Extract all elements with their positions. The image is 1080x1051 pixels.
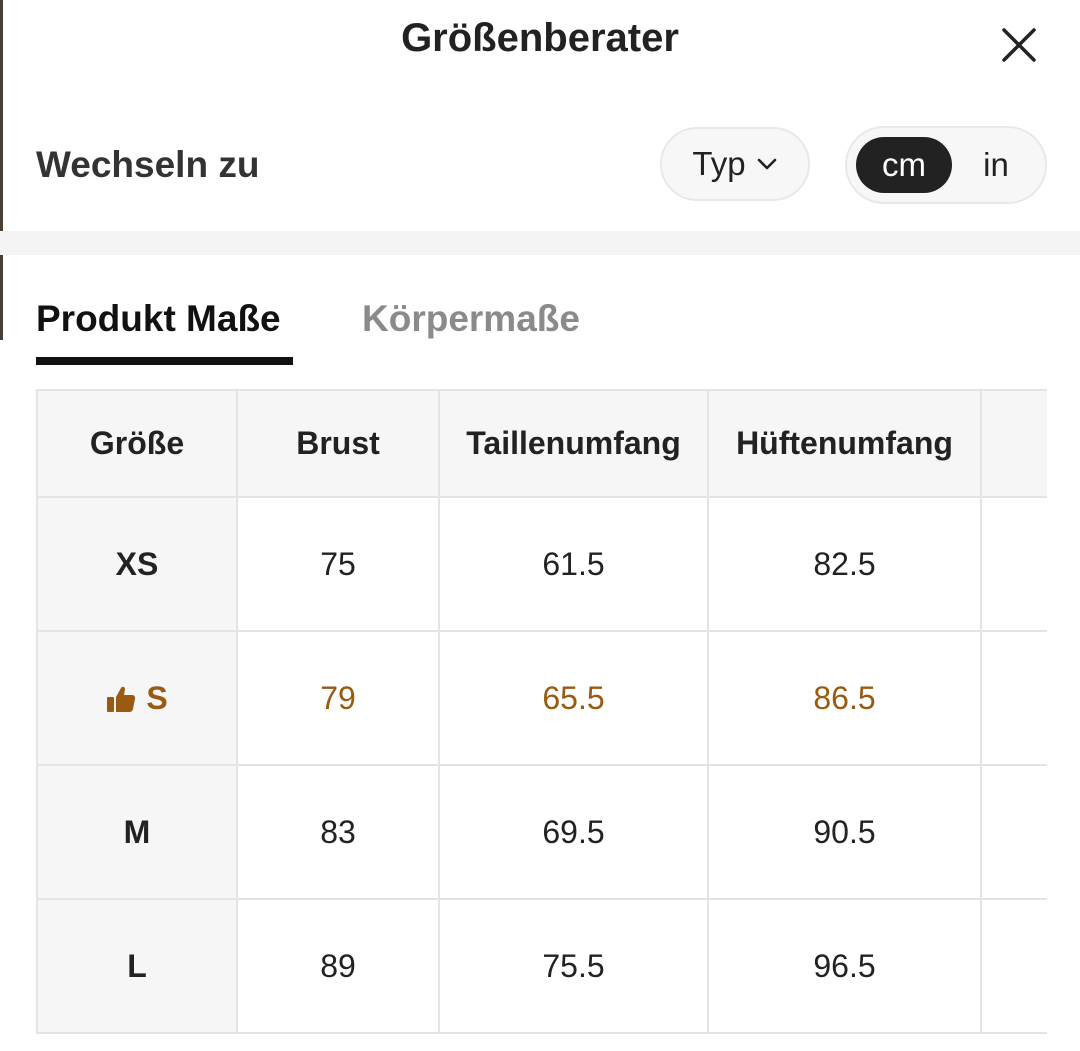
header-taillenumfang: Taillenumfang	[438, 389, 709, 498]
section-divider	[0, 231, 1080, 255]
table-cell: 99	[980, 764, 1047, 900]
dialog-header: Größenberater	[0, 0, 1080, 88]
table-cell: 89	[236, 898, 440, 1034]
table-cell: 86.5	[707, 630, 982, 766]
unit-switch-row: Wechseln zu Typ cm in	[0, 110, 1080, 220]
table-cell: 98	[980, 630, 1047, 766]
size-cell: M	[36, 764, 238, 900]
unit-in-button[interactable]: in	[983, 146, 1009, 183]
table-cell: 69.5	[438, 764, 709, 900]
size-cell-recommended: S	[36, 630, 238, 766]
table-row-recommended: S 79 65.5 86.5 98	[36, 630, 1047, 766]
header-truncated: L	[980, 389, 1047, 498]
size-cell: L	[36, 898, 238, 1034]
unit-toggle: cm in	[845, 126, 1047, 204]
table-cell: 61.5	[438, 496, 709, 632]
size-table: Größe Brust Taillenumfang Hüftenumfang L…	[36, 389, 1047, 1034]
size-table-container[interactable]: Größe Brust Taillenumfang Hüftenumfang L…	[36, 389, 1047, 1037]
table-cell: 100	[980, 898, 1047, 1034]
table-row: L 89 75.5 96.5 100	[36, 898, 1047, 1034]
tab-produkt-masse[interactable]: Produkt Maße	[36, 298, 281, 339]
dialog-title: Größenberater	[401, 16, 679, 60]
table-cell: 96.5	[707, 898, 982, 1034]
table-row: XS 75 61.5 82.5 97	[36, 496, 1047, 632]
thumbs-up-icon	[107, 686, 136, 712]
table-header-row: Größe Brust Taillenumfang Hüftenumfang L	[36, 389, 1047, 498]
unit-cm-button[interactable]: cm	[856, 137, 952, 193]
header-groesse: Größe	[36, 389, 238, 498]
close-button[interactable]	[996, 22, 1042, 68]
table-cell: 65.5	[438, 630, 709, 766]
table-cell: 75.5	[438, 898, 709, 1034]
background-edge	[0, 0, 3, 340]
type-dropdown-label: Typ	[692, 145, 746, 182]
table-cell: 79	[236, 630, 440, 766]
table-row: M 83 69.5 90.5 99	[36, 764, 1047, 900]
table-cell: 82.5	[707, 496, 982, 632]
table-cell: 97	[980, 496, 1047, 632]
chevron-down-icon	[757, 158, 776, 170]
table-cell: 75	[236, 496, 440, 632]
close-icon	[1002, 28, 1036, 62]
size-cell: XS	[36, 496, 238, 632]
tab-koerpermasse[interactable]: Körpermaße	[362, 298, 580, 339]
type-dropdown-button[interactable]: Typ	[660, 127, 810, 201]
table-cell: 90.5	[707, 764, 982, 900]
header-brust: Brust	[236, 389, 440, 498]
size-label: S	[146, 679, 168, 716]
table-cell: 83	[236, 764, 440, 900]
switch-label: Wechseln zu	[36, 144, 260, 185]
header-hueftenumfang: Hüftenumfang	[707, 389, 982, 498]
active-tab-indicator	[36, 357, 293, 365]
